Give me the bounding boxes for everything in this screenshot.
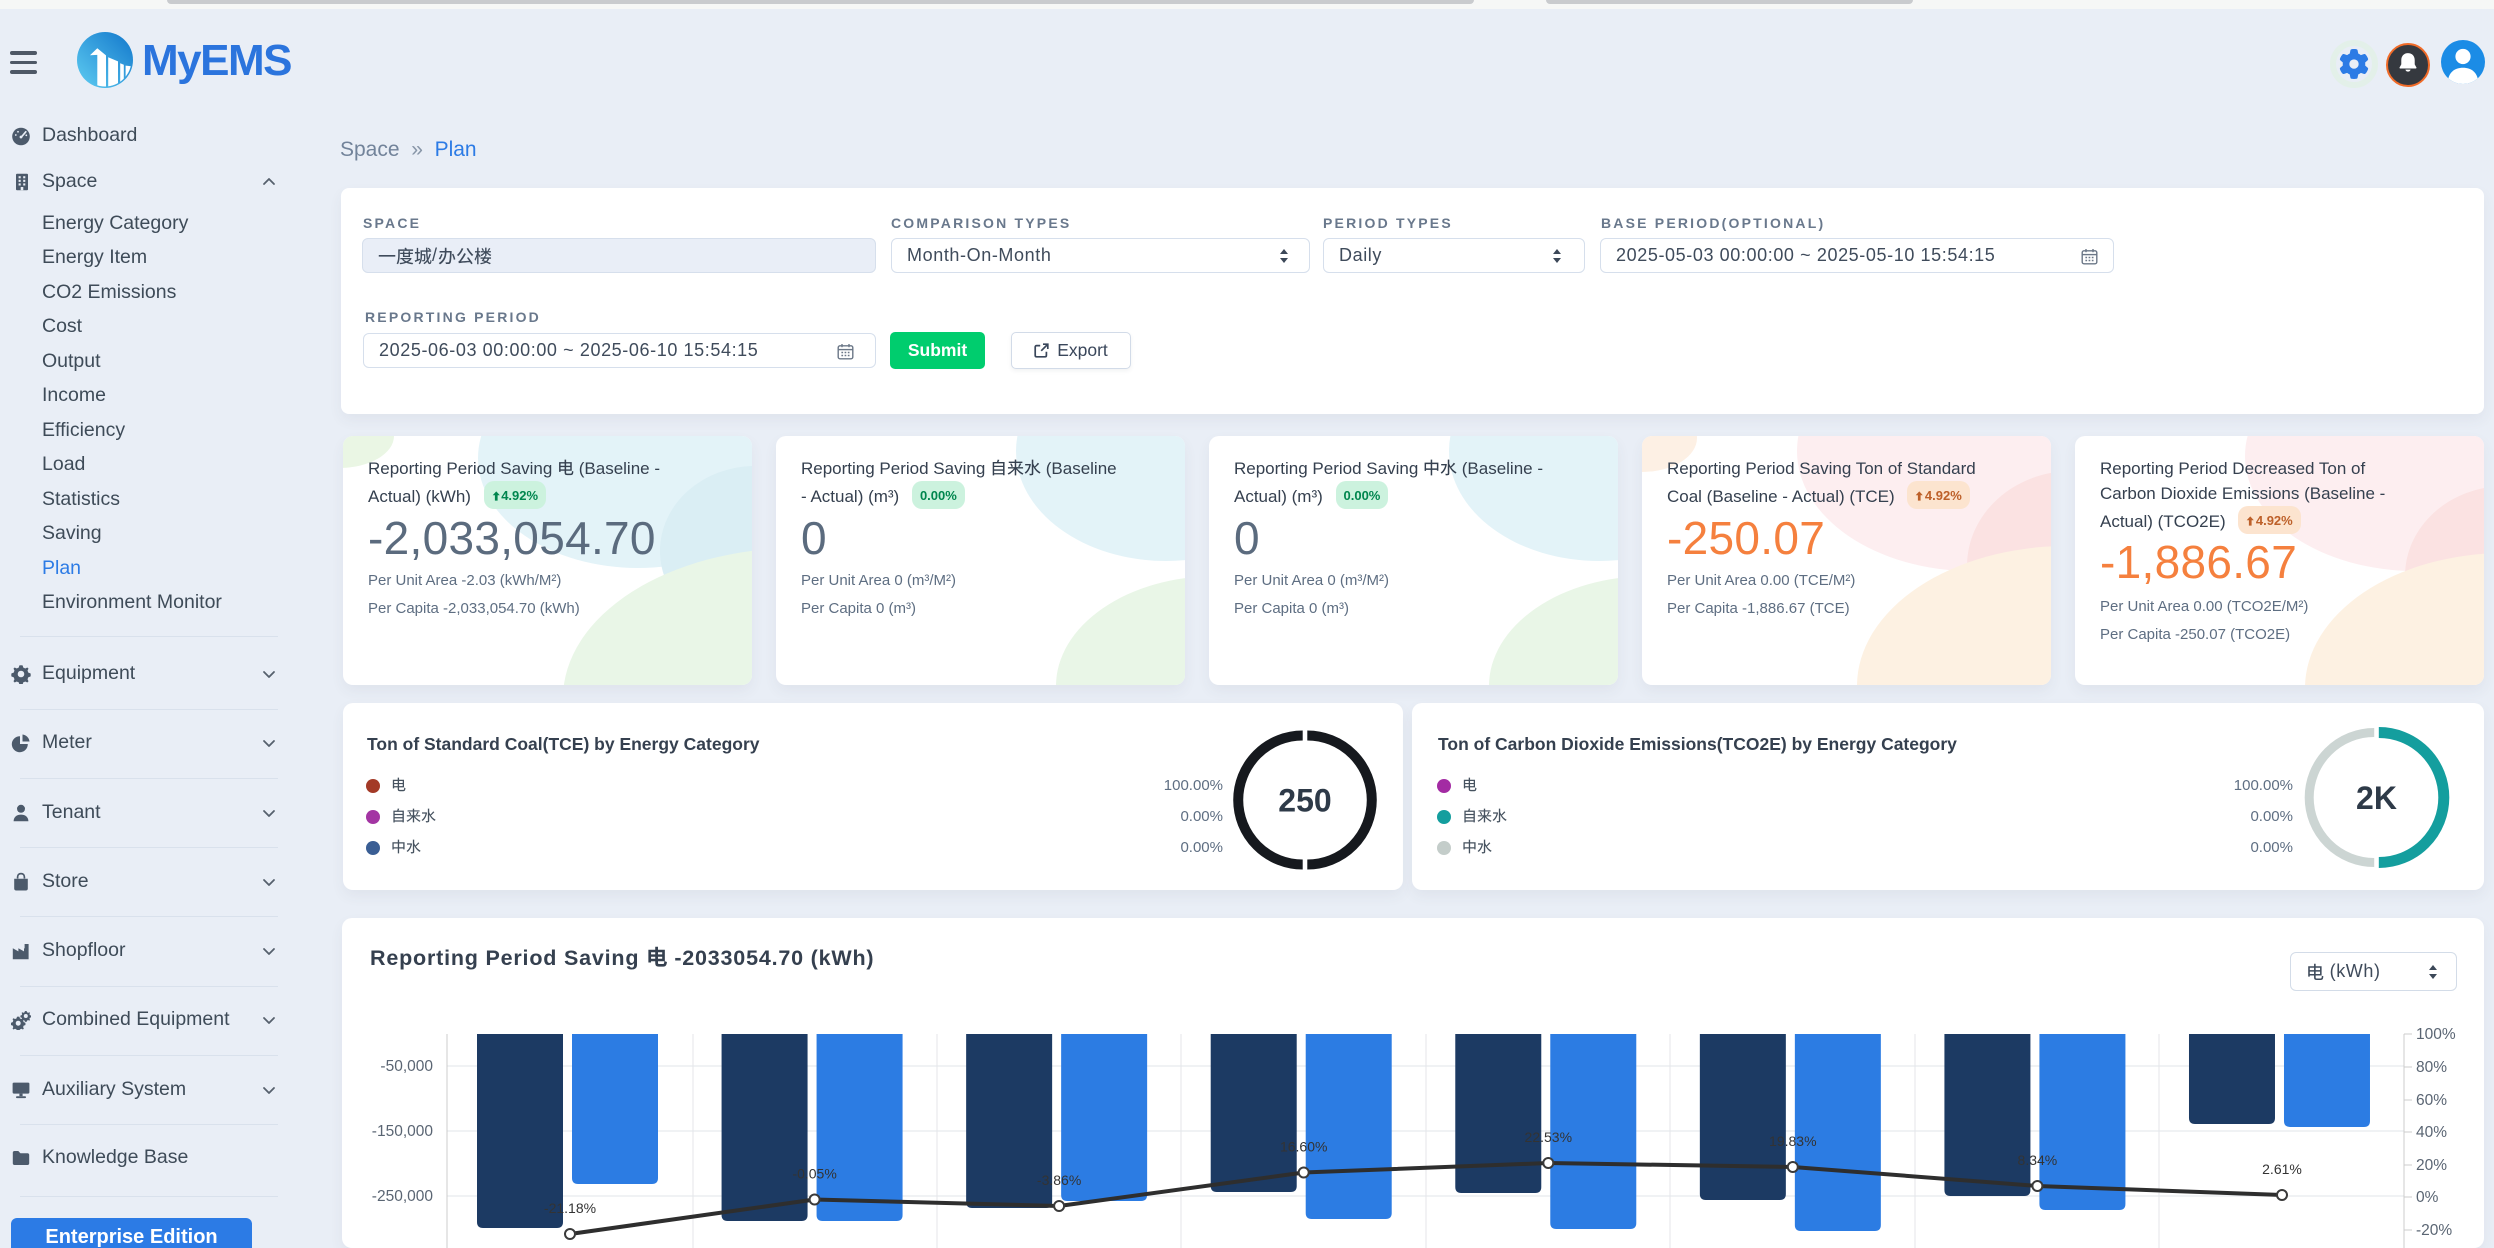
- svg-text:-21.18%: -21.18%: [544, 1200, 596, 1216]
- svg-text:22.53%: 22.53%: [1525, 1129, 1572, 1145]
- svg-text:40%: 40%: [2416, 1124, 2447, 1141]
- svg-text:-250,000: -250,000: [372, 1188, 434, 1205]
- svg-text:0%: 0%: [2416, 1189, 2439, 1206]
- svg-text:16.60%: 16.60%: [1280, 1139, 1327, 1155]
- svg-text:80%: 80%: [2416, 1059, 2447, 1076]
- svg-text:2K: 2K: [2356, 780, 2397, 816]
- svg-text:-50,000: -50,000: [380, 1058, 433, 1075]
- svg-text:250: 250: [1278, 783, 1331, 819]
- svg-text:19.83%: 19.83%: [1769, 1133, 1816, 1149]
- svg-text:60%: 60%: [2416, 1092, 2447, 1109]
- svg-text:-20%: -20%: [2416, 1222, 2452, 1239]
- svg-text:-3.86%: -3.86%: [1037, 1172, 1081, 1188]
- svg-text:100%: 100%: [2416, 1026, 2456, 1043]
- svg-text:2.61%: 2.61%: [2262, 1161, 2302, 1177]
- svg-text:-150,000: -150,000: [372, 1123, 434, 1140]
- svg-text:-0.05%: -0.05%: [792, 1166, 836, 1182]
- svg-text:20%: 20%: [2416, 1157, 2447, 1174]
- svg-text:8.34%: 8.34%: [2018, 1152, 2058, 1168]
